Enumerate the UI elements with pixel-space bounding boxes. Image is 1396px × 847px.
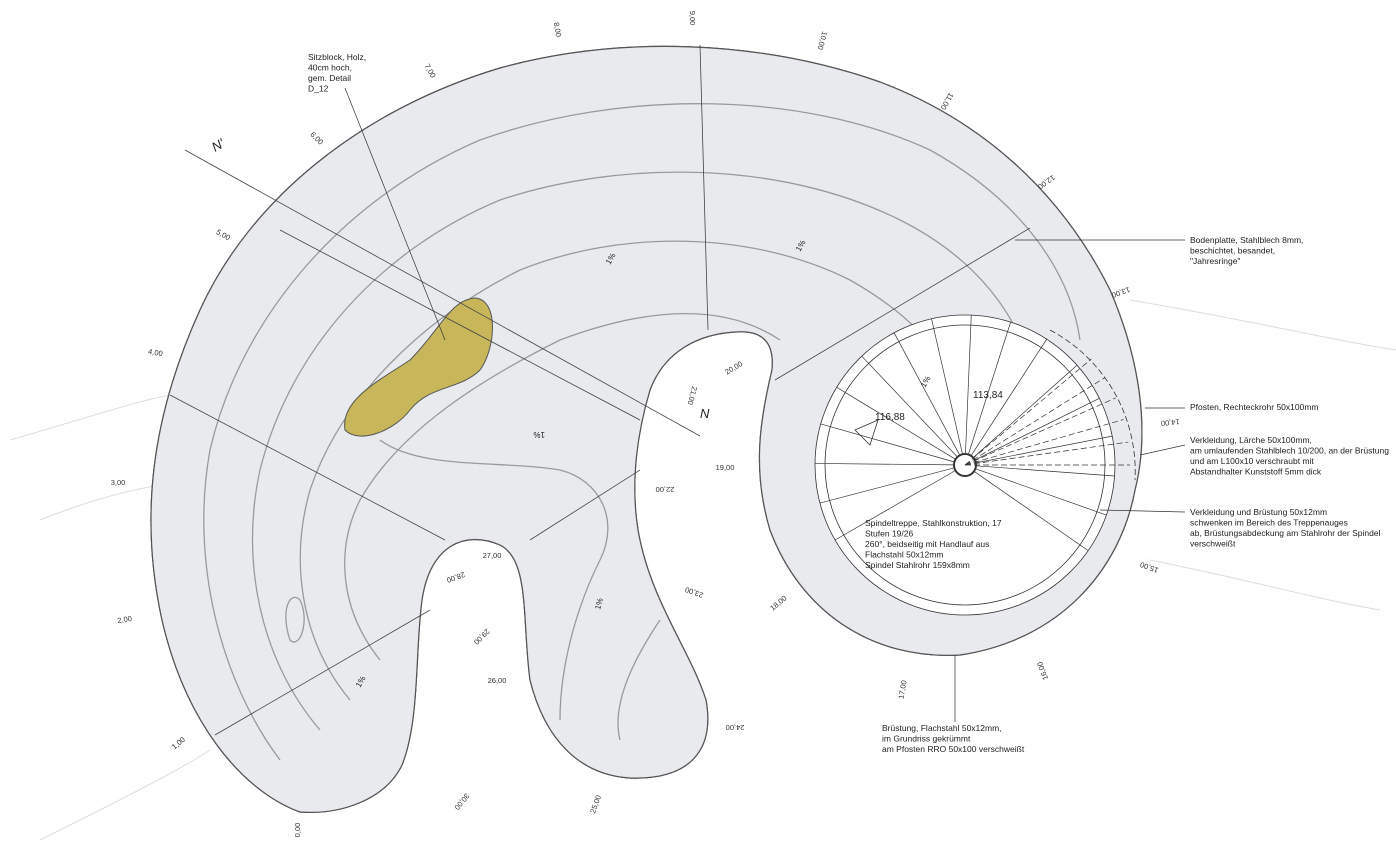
annotation-line: gem. Detail [308,73,351,83]
station-label: 29,00 [472,627,492,647]
annotation-line: verschweißt [1190,539,1236,549]
station-label: 15,00 [1139,560,1160,575]
station-label: 17,00 [896,680,908,700]
station-label: 23,00 [684,585,705,600]
annotation-line: und am L100x10 verschraubt mit [1190,456,1314,466]
station-label: 30,00 [452,792,471,812]
section-mark: N' [209,135,227,154]
station-label: 10,00 [816,30,830,50]
station-label: 24,00 [726,723,745,732]
annotation-line: schwenken im Bereich des Treppenauges [1190,518,1348,528]
annotation-line: D_12 [308,84,329,94]
station-label: 3,00 [111,478,126,487]
dimension-label: 113,84 [973,390,1003,401]
station-label: 6,00 [308,130,325,147]
station-label: 28,00 [445,570,466,585]
annotation-line: Spindel Stahlrohr 159x8mm [865,560,970,570]
station-label: 14,00 [1160,417,1179,428]
station-label: 0,00 [293,823,302,838]
annotation-line: am umlaufenden Stahlblech 10/200, an der… [1190,446,1389,456]
annotation-line: am Pfosten RRO 50x100 verschweißt [882,744,1025,754]
section-mark: N [700,406,710,421]
annotation-line: Verkleidung, Lärche 50x100mm, [1190,435,1312,445]
station-label: 2,00 [117,614,133,625]
annotation-line: Flachstahl 50x12mm [865,550,943,560]
station-label: 18,00 [768,594,788,613]
station-label: 16,00 [1035,660,1050,681]
annotation-line: Spindeltreppe, Stahlkonstruktion, 17 [865,518,1002,528]
annotation-line: 260°, beidseitig mit Handlauf aus [865,539,989,549]
station-label: 22,00 [656,485,675,494]
annotation-line: ab, Brüstungsabdeckung am Stahlrohr der … [1190,528,1381,538]
annotation-line: 40cm hoch, [308,63,352,73]
floor-plan: Sitzblock, Holz,40cm hoch,gem. DetailD_1… [0,0,1396,847]
slope-label: 1% [533,430,545,439]
annotation-line: Verkleidung und Brüstung 50x12mm [1190,507,1327,517]
station-label: 9,00 [688,11,697,26]
annotation-line: Abstandhalter Kunststoff 5mm dick [1190,467,1322,477]
station-label: 4,00 [147,347,163,358]
leader-line [1140,445,1185,455]
annotation-line: im Grundriss gekrümmt [882,734,971,744]
station-label: 25,00 [588,794,603,815]
annotation-line: beschichtet, besandet, [1190,246,1275,256]
station-label: 8,00 [552,22,563,38]
annotation-line: "Jahresringe" [1190,256,1240,266]
station-label: 19,00 [716,463,735,472]
annotation-line: Stufen 19/26 [865,529,913,539]
station-label: 7,00 [423,62,438,79]
annotation-line: Bodenplatte, Stahlblech 8mm, [1190,235,1303,245]
station-label: 13,00 [1110,285,1131,300]
annotation-line: Sitzblock, Holz, [308,52,366,62]
station-label: 5,00 [215,227,232,242]
station-label: 27,00 [483,551,502,560]
dimension-label: 116,88 [875,412,905,423]
station-label: 20,00 [723,359,744,376]
annotation-line: Pfosten, Rechteckrohr 50x100mm [1190,402,1319,412]
annotation-line: Brüstung, Flachstahl 50x12mm, [882,723,1002,733]
station-label: 21,00 [686,385,700,405]
station-label: 1,00 [170,735,187,751]
station-label: 11,00 [939,91,956,111]
station-label: 26,00 [488,676,507,685]
